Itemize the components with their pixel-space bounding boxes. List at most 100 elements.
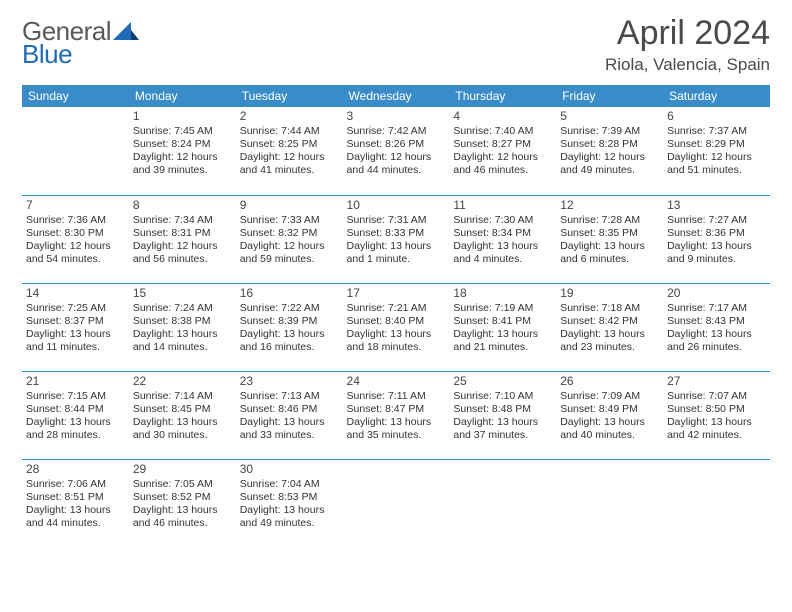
daylight-line: Daylight: 12 hours and 46 minutes. — [453, 151, 552, 177]
day-number: 30 — [240, 462, 339, 477]
sunrise-line: Sunrise: 7:04 AM — [240, 478, 339, 491]
daylight-line: Daylight: 13 hours and 37 minutes. — [453, 416, 552, 442]
sunset-line: Sunset: 8:52 PM — [133, 491, 232, 504]
daylight-line: Daylight: 13 hours and 4 minutes. — [453, 240, 552, 266]
day-number: 2 — [240, 109, 339, 124]
sunset-line: Sunset: 8:50 PM — [667, 403, 766, 416]
day-number: 13 — [667, 198, 766, 213]
day-number: 6 — [667, 109, 766, 124]
sunrise-line: Sunrise: 7:13 AM — [240, 390, 339, 403]
sunrise-line: Sunrise: 7:05 AM — [133, 478, 232, 491]
sunrise-line: Sunrise: 7:33 AM — [240, 214, 339, 227]
sunrise-line: Sunrise: 7:25 AM — [26, 302, 125, 315]
sunset-line: Sunset: 8:49 PM — [560, 403, 659, 416]
daylight-line: Daylight: 12 hours and 44 minutes. — [347, 151, 446, 177]
daylight-line: Daylight: 12 hours and 39 minutes. — [133, 151, 232, 177]
calendar-day-cell: 9Sunrise: 7:33 AMSunset: 8:32 PMDaylight… — [236, 195, 343, 283]
sunrise-line: Sunrise: 7:30 AM — [453, 214, 552, 227]
sunrise-line: Sunrise: 7:19 AM — [453, 302, 552, 315]
daylight-line: Daylight: 13 hours and 28 minutes. — [26, 416, 125, 442]
calendar-day-cell: 12Sunrise: 7:28 AMSunset: 8:35 PMDayligh… — [556, 195, 663, 283]
calendar-week-row: 28Sunrise: 7:06 AMSunset: 8:51 PMDayligh… — [22, 459, 770, 547]
calendar-day-cell: 23Sunrise: 7:13 AMSunset: 8:46 PMDayligh… — [236, 371, 343, 459]
sunrise-line: Sunrise: 7:42 AM — [347, 125, 446, 138]
sunset-line: Sunset: 8:26 PM — [347, 138, 446, 151]
sunset-line: Sunset: 8:43 PM — [667, 315, 766, 328]
sunrise-line: Sunrise: 7:07 AM — [667, 390, 766, 403]
day-number: 24 — [347, 374, 446, 389]
day-number: 16 — [240, 286, 339, 301]
sunset-line: Sunset: 8:53 PM — [240, 491, 339, 504]
sunset-line: Sunset: 8:46 PM — [240, 403, 339, 416]
sunset-line: Sunset: 8:42 PM — [560, 315, 659, 328]
calendar-day-cell — [556, 459, 663, 547]
day-number: 25 — [453, 374, 552, 389]
calendar-day-cell: 19Sunrise: 7:18 AMSunset: 8:42 PMDayligh… — [556, 283, 663, 371]
title-block: April 2024 Riola, Valencia, Spain — [605, 14, 770, 75]
sunrise-line: Sunrise: 7:39 AM — [560, 125, 659, 138]
calendar-day-cell — [663, 459, 770, 547]
sunset-line: Sunset: 8:24 PM — [133, 138, 232, 151]
calendar-week-row: 7Sunrise: 7:36 AMSunset: 8:30 PMDaylight… — [22, 195, 770, 283]
calendar-day-cell: 28Sunrise: 7:06 AMSunset: 8:51 PMDayligh… — [22, 459, 129, 547]
header: General Blue April 2024 Riola, Valencia,… — [22, 14, 770, 75]
daylight-line: Daylight: 13 hours and 16 minutes. — [240, 328, 339, 354]
calendar-day-cell: 30Sunrise: 7:04 AMSunset: 8:53 PMDayligh… — [236, 459, 343, 547]
sunrise-line: Sunrise: 7:22 AM — [240, 302, 339, 315]
calendar-day-cell: 20Sunrise: 7:17 AMSunset: 8:43 PMDayligh… — [663, 283, 770, 371]
day-number: 17 — [347, 286, 446, 301]
daylight-line: Daylight: 12 hours and 56 minutes. — [133, 240, 232, 266]
sunset-line: Sunset: 8:32 PM — [240, 227, 339, 240]
day-number: 4 — [453, 109, 552, 124]
calendar-day-cell: 15Sunrise: 7:24 AMSunset: 8:38 PMDayligh… — [129, 283, 236, 371]
calendar-day-cell: 10Sunrise: 7:31 AMSunset: 8:33 PMDayligh… — [343, 195, 450, 283]
calendar-day-cell: 1Sunrise: 7:45 AMSunset: 8:24 PMDaylight… — [129, 107, 236, 195]
calendar-day-cell: 7Sunrise: 7:36 AMSunset: 8:30 PMDaylight… — [22, 195, 129, 283]
day-number: 18 — [453, 286, 552, 301]
calendar-day-cell: 8Sunrise: 7:34 AMSunset: 8:31 PMDaylight… — [129, 195, 236, 283]
sunset-line: Sunset: 8:40 PM — [347, 315, 446, 328]
daylight-line: Daylight: 13 hours and 26 minutes. — [667, 328, 766, 354]
sunrise-line: Sunrise: 7:09 AM — [560, 390, 659, 403]
daylight-line: Daylight: 13 hours and 11 minutes. — [26, 328, 125, 354]
daylight-line: Daylight: 13 hours and 1 minute. — [347, 240, 446, 266]
daylight-line: Daylight: 13 hours and 33 minutes. — [240, 416, 339, 442]
day-number: 5 — [560, 109, 659, 124]
daylight-line: Daylight: 12 hours and 41 minutes. — [240, 151, 339, 177]
sunset-line: Sunset: 8:39 PM — [240, 315, 339, 328]
day-number: 26 — [560, 374, 659, 389]
sunset-line: Sunset: 8:37 PM — [26, 315, 125, 328]
sunrise-line: Sunrise: 7:21 AM — [347, 302, 446, 315]
calendar-day-cell: 13Sunrise: 7:27 AMSunset: 8:36 PMDayligh… — [663, 195, 770, 283]
calendar-day-cell: 14Sunrise: 7:25 AMSunset: 8:37 PMDayligh… — [22, 283, 129, 371]
calendar-day-cell: 24Sunrise: 7:11 AMSunset: 8:47 PMDayligh… — [343, 371, 450, 459]
weekday-header: Saturday — [663, 85, 770, 107]
calendar-day-cell: 16Sunrise: 7:22 AMSunset: 8:39 PMDayligh… — [236, 283, 343, 371]
calendar-day-cell: 29Sunrise: 7:05 AMSunset: 8:52 PMDayligh… — [129, 459, 236, 547]
sunset-line: Sunset: 8:27 PM — [453, 138, 552, 151]
sunrise-line: Sunrise: 7:40 AM — [453, 125, 552, 138]
sunrise-line: Sunrise: 7:31 AM — [347, 214, 446, 227]
calendar-day-cell: 21Sunrise: 7:15 AMSunset: 8:44 PMDayligh… — [22, 371, 129, 459]
daylight-line: Daylight: 13 hours and 18 minutes. — [347, 328, 446, 354]
sunset-line: Sunset: 8:36 PM — [667, 227, 766, 240]
sunset-line: Sunset: 8:33 PM — [347, 227, 446, 240]
sunset-line: Sunset: 8:47 PM — [347, 403, 446, 416]
logo-word-blue: Blue — [22, 41, 111, 67]
sunrise-line: Sunrise: 7:28 AM — [560, 214, 659, 227]
sunrise-line: Sunrise: 7:06 AM — [26, 478, 125, 491]
calendar-day-cell — [343, 459, 450, 547]
weekday-header: Wednesday — [343, 85, 450, 107]
calendar-week-row: 14Sunrise: 7:25 AMSunset: 8:37 PMDayligh… — [22, 283, 770, 371]
day-number: 8 — [133, 198, 232, 213]
weekday-header: Tuesday — [236, 85, 343, 107]
sunset-line: Sunset: 8:51 PM — [26, 491, 125, 504]
day-number: 27 — [667, 374, 766, 389]
daylight-line: Daylight: 12 hours and 49 minutes. — [560, 151, 659, 177]
triangle-icon — [113, 20, 139, 49]
sunset-line: Sunset: 8:38 PM — [133, 315, 232, 328]
calendar-day-cell: 22Sunrise: 7:14 AMSunset: 8:45 PMDayligh… — [129, 371, 236, 459]
day-number: 22 — [133, 374, 232, 389]
calendar-day-cell: 4Sunrise: 7:40 AMSunset: 8:27 PMDaylight… — [449, 107, 556, 195]
sunrise-line: Sunrise: 7:17 AM — [667, 302, 766, 315]
